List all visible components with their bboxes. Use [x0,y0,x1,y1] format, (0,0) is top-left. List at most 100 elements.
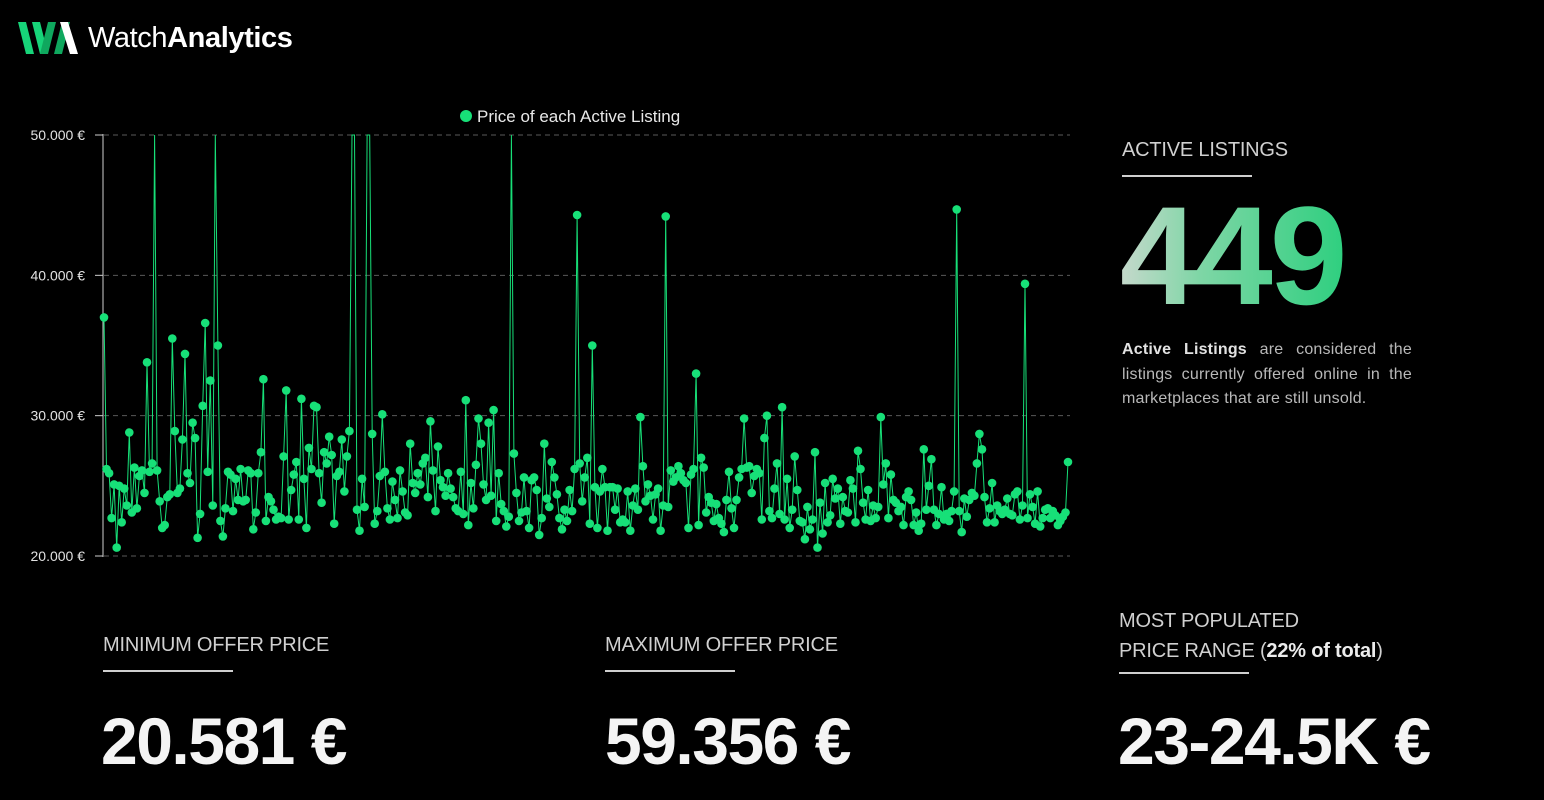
data-point[interactable] [524,523,534,533]
data-point[interactable] [727,504,736,513]
data-point[interactable] [388,477,397,486]
data-point[interactable] [276,513,286,523]
data-point[interactable] [919,445,929,454]
data-point[interactable] [881,459,891,468]
data-point[interactable] [990,518,999,527]
data-point[interactable] [691,369,701,378]
data-point[interactable] [292,457,301,467]
data-point[interactable] [168,334,177,343]
data-point[interactable] [370,519,380,528]
data-point[interactable] [828,474,837,484]
data-point[interactable] [403,511,412,520]
data-point[interactable] [603,526,612,535]
data-point[interactable] [610,505,620,514]
data-point[interactable] [760,433,769,443]
data-point[interactable] [623,487,632,496]
data-point[interactable] [765,506,774,516]
data-point[interactable] [818,529,827,538]
data-point[interactable] [970,491,979,501]
data-point[interactable] [560,505,569,514]
data-point[interactable] [732,495,741,505]
data-point[interactable] [856,464,865,474]
data-point[interactable] [145,467,154,477]
data-point[interactable] [494,468,504,478]
data-point[interactable] [858,498,868,508]
data-point[interactable] [1051,511,1060,520]
data-point[interactable] [712,499,721,509]
data-point[interactable] [980,492,989,502]
data-point[interactable] [825,511,835,520]
data-point[interactable] [1003,494,1012,503]
data-point[interactable] [175,484,185,493]
data-point[interactable] [886,470,896,479]
data-point[interactable] [575,459,584,468]
data-point[interactable] [896,502,906,512]
data-point[interactable] [911,508,921,517]
data-point[interactable] [701,508,711,517]
data-point[interactable] [838,492,848,502]
data-point[interactable] [952,205,961,214]
data-point[interactable] [284,515,294,524]
data-point[interactable] [830,494,840,503]
data-point[interactable] [213,341,223,350]
data-point[interactable] [572,210,582,220]
data-point[interactable] [805,525,815,534]
data-point[interactable] [848,484,858,493]
data-point[interactable] [476,439,486,449]
data-point[interactable] [312,402,321,412]
data-point[interactable] [957,527,966,537]
data-point[interactable] [206,376,215,385]
data-point[interactable] [464,520,473,530]
data-point[interactable] [843,508,853,517]
data-point[interactable] [775,509,784,519]
data-point[interactable] [459,509,468,519]
data-point[interactable] [626,526,635,535]
data-point[interactable] [345,426,354,436]
data-point[interactable] [236,464,245,474]
data-point[interactable] [249,525,258,534]
data-point[interactable] [899,520,908,530]
data-point[interactable] [904,487,913,496]
data-point[interactable] [218,532,228,541]
data-point[interactable] [540,439,549,449]
chart-legend[interactable]: Price of each Active Listing [460,107,680,126]
data-point[interactable] [529,473,539,482]
data-point[interactable] [653,484,663,493]
data-point[interactable] [793,485,802,495]
data-point[interactable] [208,501,218,510]
data-point[interactable] [231,474,240,484]
data-point[interactable] [203,467,212,477]
data-point[interactable] [216,516,225,526]
data-point[interactable] [360,502,369,512]
data-point[interactable] [787,505,797,514]
data-point[interactable] [565,485,574,495]
data-point[interactable] [924,481,934,491]
data-point[interactable] [253,468,263,478]
data-point[interactable] [170,426,180,436]
data-point[interactable] [674,461,683,471]
data-point[interactable] [112,543,121,552]
data-point[interactable] [755,468,764,478]
data-point[interactable] [777,402,787,412]
data-point[interactable] [975,429,984,439]
data-point[interactable] [934,509,944,519]
data-point[interactable] [762,411,772,421]
data-point[interactable] [790,452,799,461]
data-point[interactable] [876,412,886,422]
data-point[interactable] [803,502,812,512]
data-point[interactable] [385,515,395,524]
data-point[interactable] [122,501,132,510]
data-point[interactable] [443,468,453,478]
data-point[interactable] [846,475,855,485]
data-point[interactable] [299,474,309,484]
data-point[interactable] [954,506,964,516]
data-point[interactable] [873,502,883,512]
data-point[interactable] [906,495,916,505]
data-point[interactable] [800,534,810,544]
data-point[interactable] [932,520,941,530]
data-point[interactable] [221,504,230,513]
data-point[interactable] [431,506,440,516]
data-point[interactable] [314,468,324,478]
data-point[interactable] [198,401,207,411]
data-point[interactable] [405,439,415,449]
